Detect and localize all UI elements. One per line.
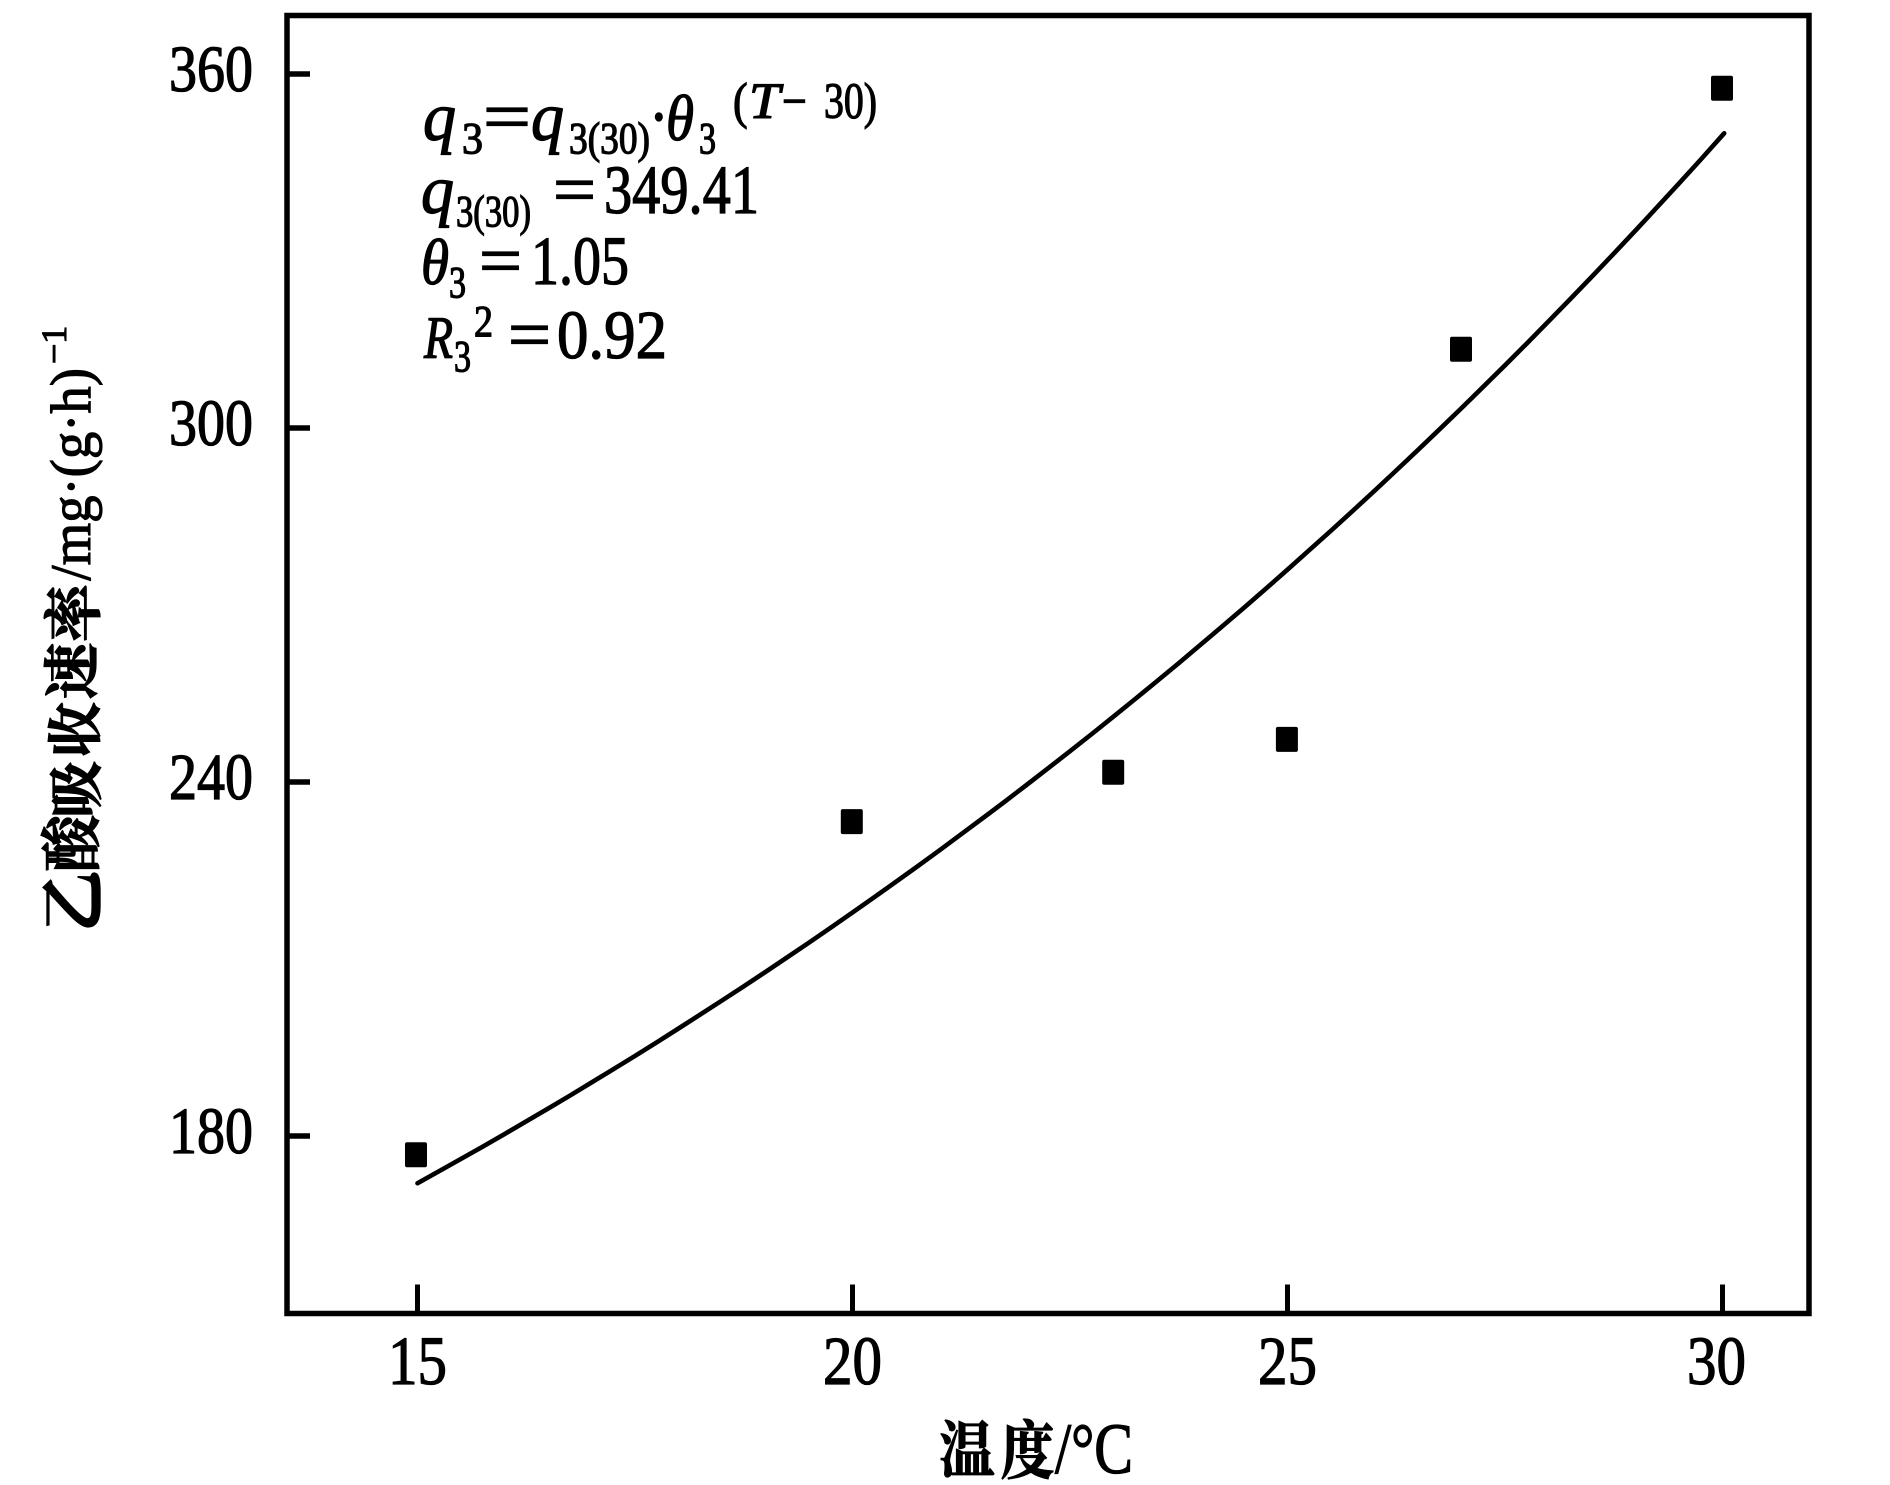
svg-text:3: 3 xyxy=(454,331,471,380)
svg-text:R: R xyxy=(423,306,453,372)
svg-text:3(30): 3(30) xyxy=(456,186,531,236)
svg-text:=: = xyxy=(479,223,522,299)
svg-text:q: q xyxy=(531,79,564,155)
svg-text:3: 3 xyxy=(699,113,716,162)
svg-text:q: q xyxy=(423,79,456,155)
svg-text:−1: −1 xyxy=(34,326,74,364)
svg-text:3(30): 3(30) xyxy=(569,113,650,163)
svg-text:360: 360 xyxy=(169,33,253,106)
svg-text:240: 240 xyxy=(169,741,253,814)
svg-text:θ: θ xyxy=(666,83,694,155)
svg-text:30): 30) xyxy=(824,74,877,130)
svg-text:349.41: 349.41 xyxy=(604,152,759,228)
svg-text:180: 180 xyxy=(169,1095,253,1168)
svg-text:3: 3 xyxy=(449,257,466,306)
svg-text:=: = xyxy=(553,152,596,228)
svg-text:/mg·(g·h): /mg·(g·h) xyxy=(40,368,103,581)
svg-text:=: = xyxy=(483,79,531,155)
svg-text:(: ( xyxy=(733,74,748,130)
svg-text:/°C: /°C xyxy=(1055,1409,1133,1485)
svg-text:0.92: 0.92 xyxy=(557,297,667,373)
svg-text:300: 300 xyxy=(169,387,253,460)
svg-text:15: 15 xyxy=(388,1323,447,1399)
svg-text:3: 3 xyxy=(462,113,483,162)
svg-text:q: q xyxy=(421,152,454,228)
svg-text:25: 25 xyxy=(1258,1323,1317,1399)
svg-text:1.05: 1.05 xyxy=(531,223,629,299)
svg-text:20: 20 xyxy=(823,1323,882,1399)
svg-text:T: T xyxy=(749,74,784,130)
svg-text:−: − xyxy=(782,74,807,130)
svg-text:θ: θ xyxy=(421,227,449,299)
svg-text:=: = xyxy=(508,297,551,373)
svg-text:2: 2 xyxy=(474,296,493,345)
svg-text:30: 30 xyxy=(1687,1323,1746,1399)
svg-text:·: · xyxy=(649,79,669,155)
